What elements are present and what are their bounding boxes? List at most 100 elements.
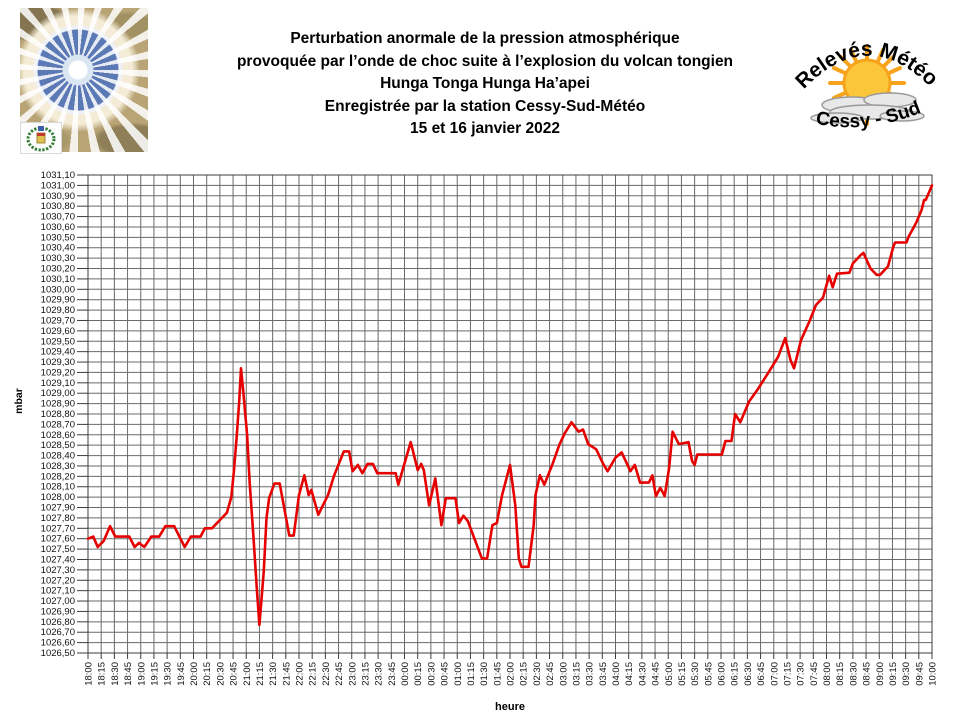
y-tick-label: 1028,50 bbox=[41, 440, 75, 451]
y-tick-label: 1027,10 bbox=[41, 586, 75, 597]
x-tick-label: 04:45 bbox=[651, 662, 662, 686]
y-tick-label: 1029,50 bbox=[41, 336, 75, 347]
y-tick-label: 1028,60 bbox=[41, 430, 75, 441]
y-tick-label: 1028,10 bbox=[41, 482, 75, 493]
y-tick-label: 1029,10 bbox=[41, 378, 75, 389]
x-tick-label: 23:15 bbox=[360, 662, 371, 686]
y-tick-label: 1027,30 bbox=[41, 565, 75, 576]
y-tick-label: 1030,30 bbox=[41, 253, 75, 264]
y-tick-label: 1028,40 bbox=[41, 451, 75, 462]
x-tick-label: 06:00 bbox=[717, 662, 728, 686]
x-tick-label: 19:00 bbox=[136, 662, 147, 686]
x-tick-label: 09:45 bbox=[914, 662, 925, 686]
x-tick-label: 02:15 bbox=[519, 662, 530, 686]
y-tick-label: 1030,00 bbox=[41, 284, 75, 295]
x-tick-label: 21:00 bbox=[242, 662, 253, 686]
volcano-eruption-photo bbox=[20, 8, 148, 154]
x-tick-label: 05:00 bbox=[664, 662, 675, 686]
y-tick-label: 1031,00 bbox=[41, 180, 75, 191]
y-tick-label: 1027,20 bbox=[41, 575, 75, 586]
x-tick-label: 03:15 bbox=[571, 662, 582, 686]
x-tick-label: 23:45 bbox=[387, 662, 398, 686]
y-tick-label: 1026,90 bbox=[41, 606, 75, 617]
x-tick-label: 23:30 bbox=[374, 662, 385, 686]
y-tick-label: 1029,90 bbox=[41, 295, 75, 306]
x-tick-label: 07:00 bbox=[769, 662, 780, 686]
x-tick-label: 09:00 bbox=[875, 662, 886, 686]
y-tick-label: 1027,40 bbox=[41, 554, 75, 565]
x-tick-label: 03:30 bbox=[585, 662, 596, 686]
x-tick-label: 00:15 bbox=[413, 662, 424, 686]
page-title: Perturbation anormale de la pression atm… bbox=[175, 28, 795, 141]
title-line-3: Hunga Tonga Hunga Ha’apei bbox=[380, 75, 590, 92]
x-tick-label: 09:15 bbox=[888, 662, 899, 686]
x-tick-label: 06:30 bbox=[743, 662, 754, 686]
x-tick-label: 22:00 bbox=[295, 662, 306, 686]
x-tick-label: 03:45 bbox=[598, 662, 609, 686]
pressure-series-line bbox=[86, 184, 934, 627]
y-tick-label: 1027,80 bbox=[41, 513, 75, 524]
x-tick-label: 18:15 bbox=[97, 662, 108, 686]
y-tick-label: 1029,70 bbox=[41, 315, 75, 326]
station-emblem bbox=[20, 122, 62, 154]
y-tick-label: 1029,30 bbox=[41, 357, 75, 368]
y-tick-label: 1028,90 bbox=[41, 399, 75, 410]
y-tick-label: 1027,70 bbox=[41, 523, 75, 534]
x-tick-label: 01:45 bbox=[492, 662, 503, 686]
x-tick-label: 01:15 bbox=[466, 662, 477, 686]
x-tick-label: 18:45 bbox=[123, 662, 134, 686]
laurel-wreath-icon bbox=[26, 126, 56, 152]
y-tick-label: 1030,10 bbox=[41, 274, 75, 285]
x-tick-label: 02:45 bbox=[545, 662, 556, 686]
y-tick-label: 1030,70 bbox=[41, 212, 75, 223]
y-tick-label: 1029,60 bbox=[41, 326, 75, 337]
x-tick-label: 08:00 bbox=[822, 662, 833, 686]
x-tick-label: 08:45 bbox=[862, 662, 873, 686]
x-tick-label: 07:45 bbox=[809, 662, 820, 686]
x-tick-label: 21:15 bbox=[255, 662, 266, 686]
clouds-icon bbox=[810, 92, 925, 124]
y-tick-label: 1027,00 bbox=[41, 596, 75, 607]
x-tick-label: 07:30 bbox=[796, 662, 807, 686]
x-axis-title: heure bbox=[495, 701, 525, 713]
y-tick-label: 1027,90 bbox=[41, 503, 75, 514]
x-tick-label: 19:45 bbox=[176, 662, 187, 686]
x-tick-label: 05:15 bbox=[677, 662, 688, 686]
x-tick-label: 00:30 bbox=[426, 662, 437, 686]
y-tick-label: 1030,90 bbox=[41, 191, 75, 202]
y-tick-label: 1027,50 bbox=[41, 544, 75, 555]
title-line-4: Enregistrée par la station Cessy-Sud-Mét… bbox=[324, 97, 646, 115]
y-tick-label: 1028,00 bbox=[41, 492, 75, 503]
x-tick-label: 21:30 bbox=[268, 662, 279, 686]
x-tick-label: 22:30 bbox=[321, 662, 332, 686]
title-line-1: Perturbation anormale de la pression atm… bbox=[290, 30, 680, 47]
x-tick-label: 05:30 bbox=[690, 662, 701, 686]
y-tick-label: 1029,40 bbox=[41, 347, 75, 358]
x-tick-label: 05:45 bbox=[703, 662, 714, 686]
x-tick-label: 09:30 bbox=[901, 662, 912, 686]
x-tick-label: 18:30 bbox=[110, 662, 121, 686]
x-tick-label: 20:30 bbox=[215, 662, 226, 686]
y-tick-label: 1030,20 bbox=[41, 264, 75, 275]
station-logo: Relevés Météo Cessy - Sud bbox=[791, 38, 942, 133]
x-tick-label: 00:45 bbox=[440, 662, 451, 686]
plot-border bbox=[87, 174, 933, 654]
x-tick-label: 19:15 bbox=[149, 662, 160, 686]
x-tick-label: 01:30 bbox=[479, 662, 490, 686]
x-tick-label: 06:45 bbox=[756, 662, 767, 686]
x-tick-label: 22:15 bbox=[308, 662, 319, 686]
title-line-5: 15 et 16 janvier 2022 bbox=[410, 120, 560, 137]
x-tick-label: 10:00 bbox=[928, 662, 939, 686]
x-tick-label: 02:00 bbox=[506, 662, 517, 686]
x-tick-label: 04:15 bbox=[624, 662, 635, 686]
y-tick-label: 1029,20 bbox=[41, 367, 75, 378]
y-tick-label: 1026,60 bbox=[41, 638, 75, 649]
y-tick-label: 1030,80 bbox=[41, 201, 75, 212]
y-tick-label: 1028,20 bbox=[41, 471, 75, 482]
x-tick-label: 23:00 bbox=[347, 662, 358, 686]
x-tick-label: 04:00 bbox=[611, 662, 622, 686]
x-tick-label: 20:15 bbox=[202, 662, 213, 686]
y-tick-label: 1031,10 bbox=[41, 170, 75, 181]
x-tick-label: 04:30 bbox=[637, 662, 648, 686]
x-tick-label: 21:45 bbox=[281, 662, 292, 686]
